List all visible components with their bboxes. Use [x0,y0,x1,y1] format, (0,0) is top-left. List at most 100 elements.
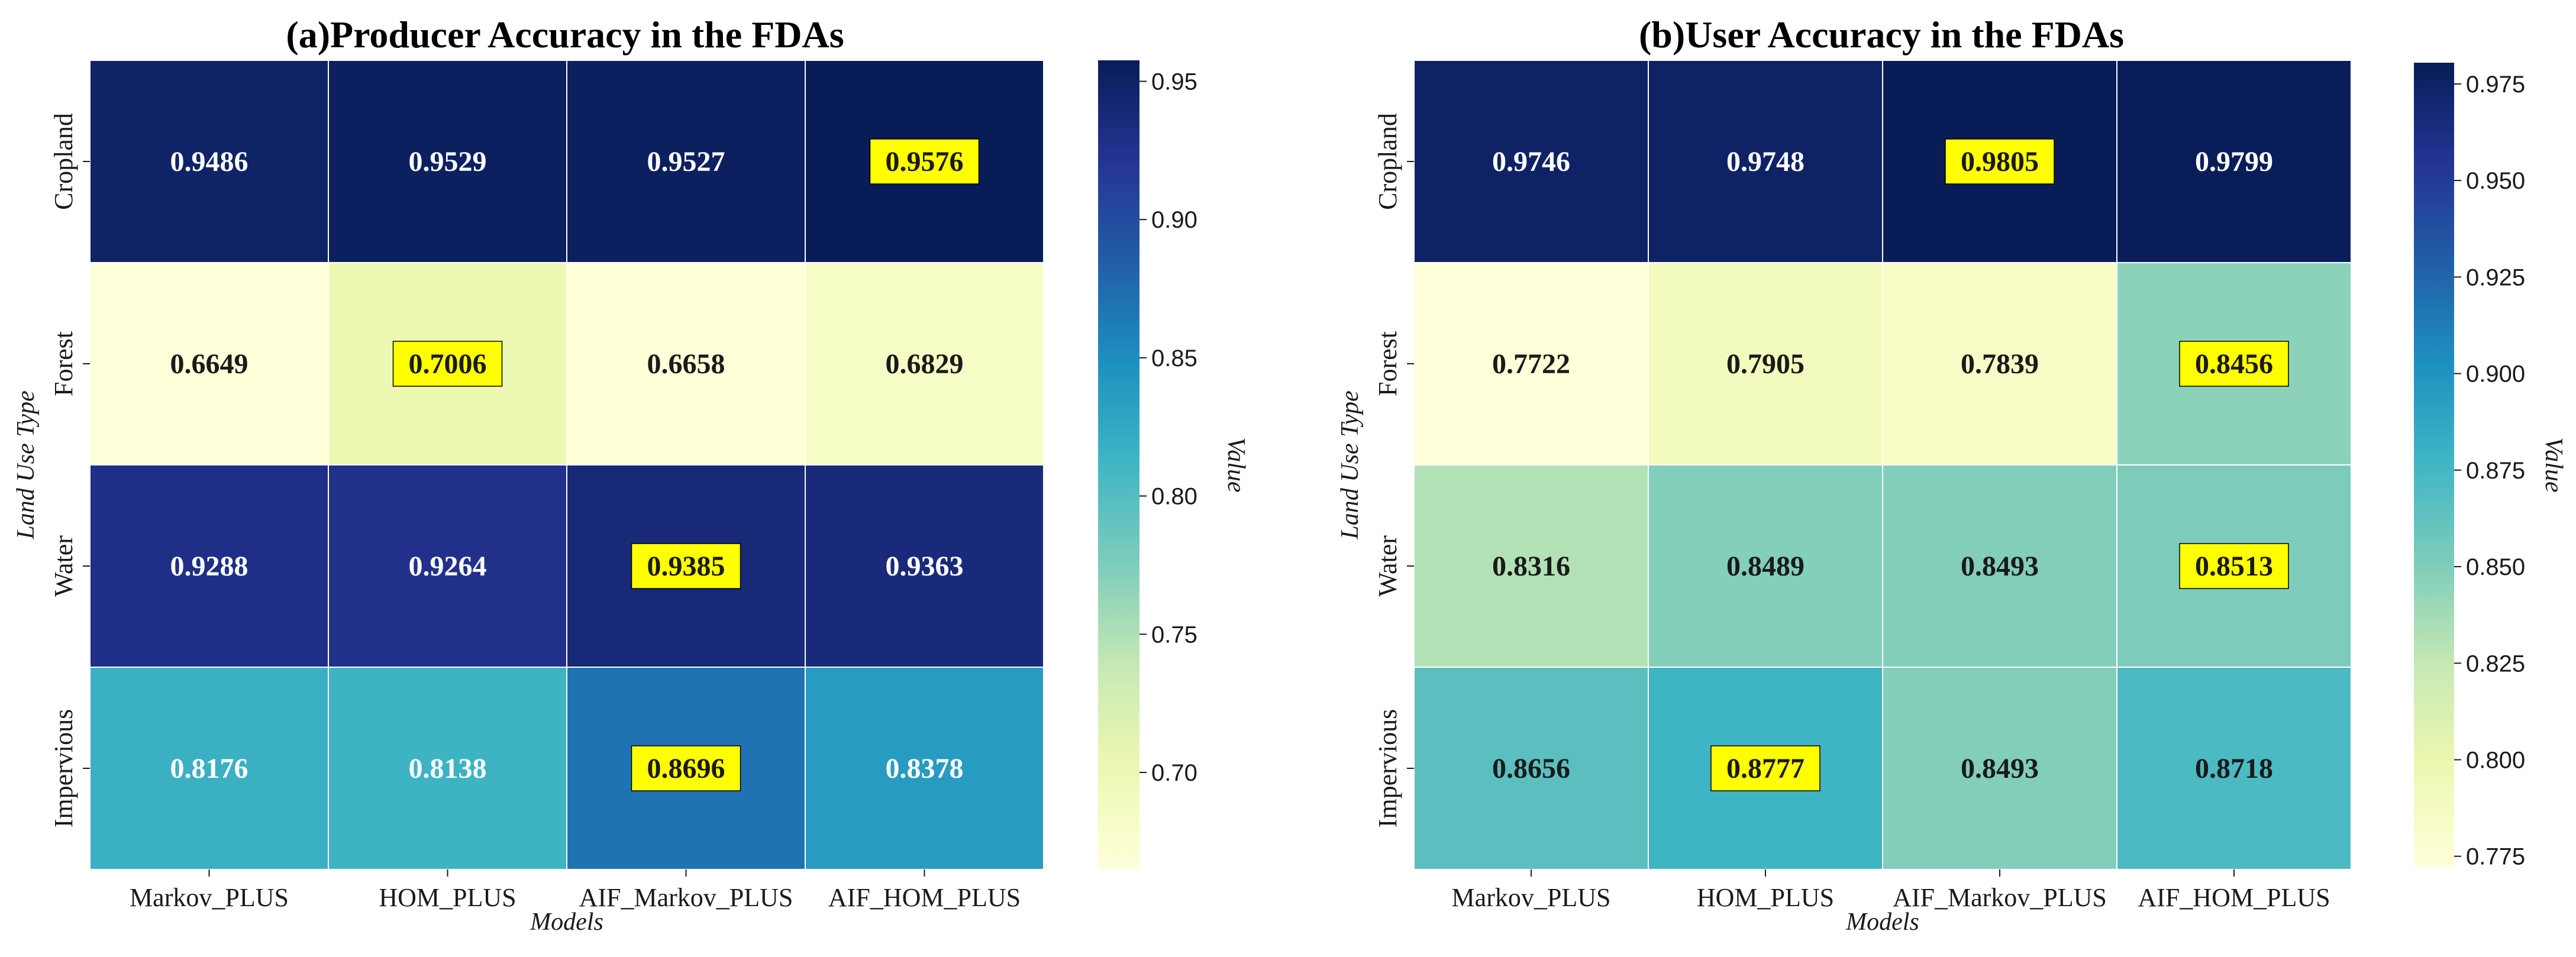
heatmap-cell [1413,60,1649,263]
cell-value-label: 0.8696 [647,753,725,784]
colorbar-tick-label: 0.975 [2466,72,2525,98]
highlight-box [631,543,741,589]
cell-value-label: 0.9385 [647,551,725,582]
colorbar-tick-label: 0.950 [2466,168,2525,194]
cell-value-label: 0.8656 [1492,753,1570,784]
y-tick-label: Cropland [1373,113,1402,210]
colorbar-tick-label: 0.900 [2466,361,2525,387]
highlight-box [2179,341,2289,387]
heatmap-cell [2116,667,2352,870]
cell-value-label: 0.8176 [170,753,248,784]
cell-value-label: 0.9805 [1961,146,2039,177]
chart-title: (b)User Accuracy in the FDAs [1639,14,2124,56]
cell-value-label: 0.6649 [170,348,248,380]
cell-value-label: 0.9748 [1726,146,1805,177]
cell-value-label: 0.9799 [2195,146,2273,177]
x-tick-label: AIF_HOM_PLUS [828,883,1021,912]
cell-value-label: 0.8456 [2195,348,2273,380]
y-tick-label: Forest [1373,331,1402,396]
x-tick-label: Markov_PLUS [1452,883,1611,912]
cell-value-label: 0.8493 [1961,551,2039,582]
colorbar-tick-label: 0.90 [1151,207,1197,233]
highlight-box [1710,745,1820,791]
x-tick-label: HOM_PLUS [1697,883,1834,912]
cell-value-label: 0.8378 [886,753,964,784]
colorbar-tick-label: 0.80 [1151,484,1197,510]
cell-value-label: 0.8138 [409,753,487,784]
highlight-box [631,745,741,791]
heatmap-cell [1413,464,1649,668]
y-tick-label: Cropland [49,113,78,210]
x-axis-label: Models [1845,908,1919,936]
cell-value-label: 0.7722 [1492,348,1570,380]
heatmap-cell [89,262,329,465]
heatmap-cell [1882,464,2117,668]
colorbar-tick-label: 0.800 [2466,747,2525,773]
y-tick-label: Impervious [49,709,78,827]
cell-value-label: 0.8316 [1492,551,1570,582]
cell-value-label: 0.9288 [170,551,248,582]
cell-value-label: 0.7006 [409,348,487,380]
x-tick-label: AIF_Markov_PLUS [579,883,793,912]
y-tick-label: Water [1373,535,1402,597]
heatmap-panel-b: (b)User Accuracy in the FDAs 0.9746 0.9748… [1337,14,2567,936]
cell-value-label: 0.9486 [170,146,248,177]
x-axis-label: Models [530,908,603,936]
colorbar-tick-label: 0.825 [2466,651,2525,677]
colorbar-tick-label: 0.850 [2466,554,2525,580]
x-tick-label: HOM_PLUS [379,883,516,912]
cell-value-label: 0.8513 [2195,551,2273,582]
y-tick-label: Impervious [1373,709,1402,827]
cell-value-label: 0.9576 [886,146,964,177]
heatmap-cell [89,60,329,263]
cell-value-label: 0.8718 [2195,753,2273,784]
heatmap-cell [566,60,806,263]
heatmap-panel-a: (a)Producer Accuracy in the FDAs 0.9486 0.… [12,14,1250,936]
colorbar-label: Value [2540,437,2567,492]
y-axis-label: Land Use Type [1337,390,1364,539]
colorbar-tick-label: 0.95 [1151,69,1197,95]
cell-value-label: 0.6658 [647,348,725,380]
highlight-box [869,138,980,185]
heatmap-cell [1648,60,1883,263]
colorbar-tick-label: 0.925 [2466,264,2525,290]
cell-value-label: 0.9527 [647,146,725,177]
colorbar-label: Value [1222,437,1250,492]
heatmap-cell [805,464,1044,668]
colorbar-tick-label: 0.775 [2466,844,2525,870]
cell-value-label: 0.7839 [1961,348,2039,380]
y-tick-label: Forest [49,331,78,396]
colorbar [1098,60,1139,869]
x-tick-label: AIF_Markov_PLUS [1893,883,2107,912]
colorbar-tick-label: 0.75 [1151,622,1197,648]
highlight-box [392,341,503,387]
heatmap-cell [328,464,567,668]
heatmap-cell [1648,262,1883,465]
cell-value-label: 0.7905 [1726,348,1805,380]
x-tick-label: AIF_HOM_PLUS [2138,883,2330,912]
heatmap-cell [2116,60,2352,263]
heatmap-cell [805,262,1044,465]
cell-value-label: 0.8493 [1961,753,2039,784]
colorbar-tick-label: 0.70 [1151,760,1197,786]
colorbar-tick-label: 0.875 [2466,458,2525,484]
highlight-box [1945,138,2055,185]
cell-value-label: 0.8777 [1726,753,1805,784]
chart-title: (a)Producer Accuracy in the FDAs [286,14,844,56]
heatmap-cell [1648,464,1883,668]
y-tick-label: Water [49,535,78,597]
cell-value-label: 0.9746 [1492,146,1570,177]
highlight-box [2179,543,2289,589]
colorbar-tick-label: 0.85 [1151,345,1197,371]
heatmap-cell [328,667,567,870]
cell-value-label: 0.9363 [886,551,964,582]
heatmap-cell [1413,262,1649,465]
cell-value-label: 0.6829 [886,348,964,380]
cell-value-label: 0.9529 [409,146,487,177]
x-tick-label: Markov_PLUS [130,883,289,912]
colorbar [2414,63,2454,867]
cell-value-label: 0.9264 [409,551,487,582]
y-axis-label: Land Use Type [12,390,40,539]
cell-value-label: 0.8489 [1726,551,1805,582]
